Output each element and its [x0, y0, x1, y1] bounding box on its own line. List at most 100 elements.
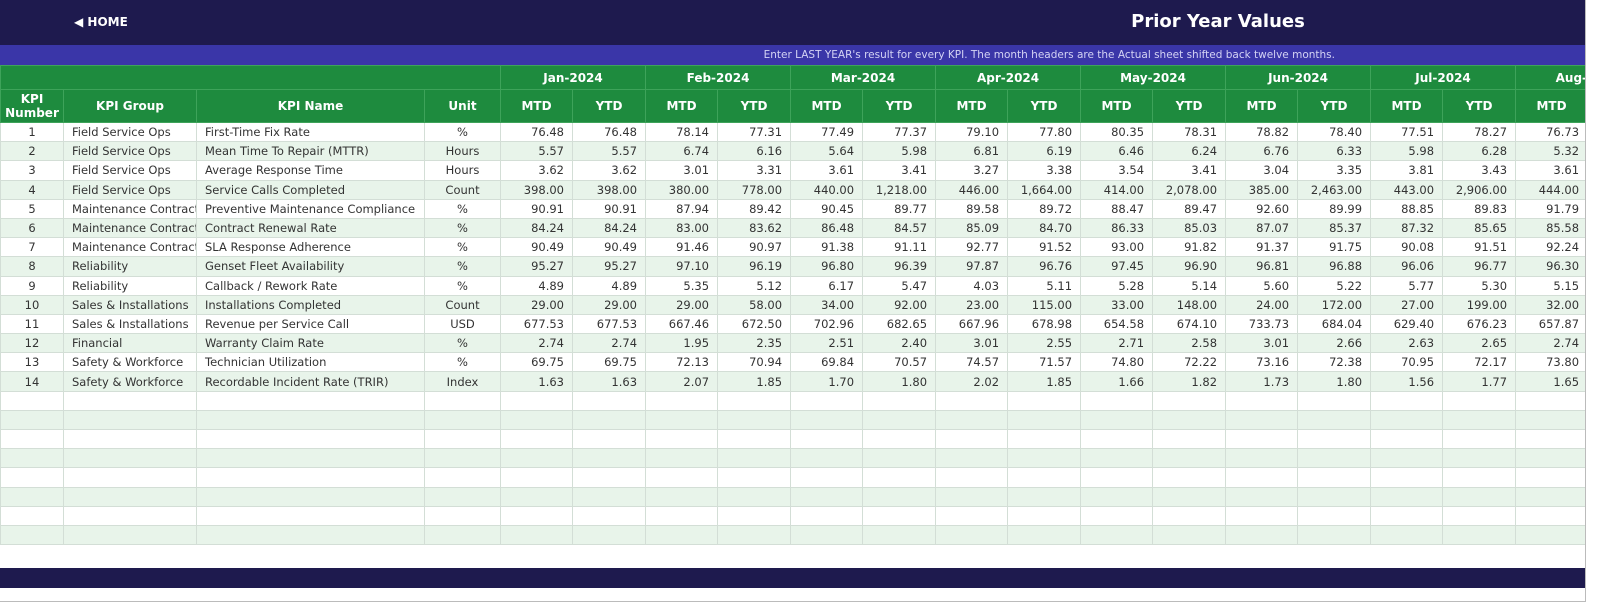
kpi-cell: First-Time Fix Rate: [196, 121, 425, 143]
empty-cell: [571, 486, 647, 507]
table-body: Jan-2024 Feb-2024 Mar-2024 Apr-2024 May-2024…: [0, 65, 1585, 545]
kpi-cell: 11: [0, 313, 64, 335]
value-cell: 77.37: [862, 121, 937, 143]
value-cell: 72.22: [1152, 352, 1227, 373]
value-cell: 71.57: [1007, 352, 1082, 373]
value-cell: 5.98: [1370, 141, 1444, 162]
empty-cell: [1442, 390, 1517, 411]
value-cell: 1.70: [790, 371, 864, 392]
empty-cell: [790, 486, 864, 507]
kpi-cell: Contract Renewal Rate: [196, 217, 425, 239]
empty-cell: [196, 409, 425, 431]
kpi-cell: Field Service Ops: [63, 121, 197, 143]
home-button[interactable]: ◀ HOME: [74, 15, 128, 29]
value-cell: 87.07: [1225, 217, 1299, 239]
column-header: KPI Number: [0, 89, 64, 123]
empty-cell: [500, 390, 573, 411]
empty-cell: [1370, 448, 1444, 469]
value-cell: 1.63: [571, 371, 647, 392]
value-cell: 90.91: [571, 198, 647, 219]
empty-cell: [1007, 524, 1082, 545]
value-cell: 89.83: [1442, 198, 1517, 219]
value-cell: 24.00: [1225, 294, 1299, 315]
empty-cell: [571, 448, 647, 469]
empty-cell: [63, 467, 197, 488]
top-bar: ◀ HOME Prior Year Values: [0, 0, 1585, 45]
empty-cell: [1152, 524, 1227, 545]
empty-cell: [717, 448, 792, 469]
empty-cell: [1297, 390, 1372, 411]
kpi-row: 4 Field Service Ops Service Calls Complete…: [0, 179, 1585, 200]
home-label[interactable]: HOME: [87, 15, 128, 29]
sub-header: MTD: [790, 89, 864, 123]
empty-cell: [1297, 524, 1372, 545]
empty-cell: [1370, 524, 1444, 545]
kpi-cell: Maintenance Contracts: [63, 198, 197, 219]
value-cell: 92.24: [1515, 237, 1585, 258]
kpi-cell: Safety & Workforce: [63, 371, 197, 392]
empty-cell: [1370, 409, 1444, 431]
kpi-cell: 2: [0, 141, 64, 162]
value-cell: 85.58: [1515, 217, 1585, 239]
value-cell: 148.00: [1152, 294, 1227, 315]
bottom-bar: [0, 568, 1585, 588]
empty-cell: [1080, 409, 1154, 431]
empty-cell: [1297, 448, 1372, 469]
empty-cell: [63, 505, 197, 526]
sub-header: YTD: [1007, 89, 1082, 123]
value-cell: 91.11: [862, 237, 937, 258]
value-cell: 440.00: [790, 179, 864, 200]
value-cell: 3.41: [1152, 160, 1227, 181]
kpi-cell: Technician Utilization: [196, 352, 425, 373]
value-cell: 96.90: [1152, 256, 1227, 277]
empty-cell: [1297, 486, 1372, 507]
value-cell: 73.16: [1225, 352, 1299, 373]
kpi-cell: USD: [424, 313, 501, 335]
empty-row: [0, 486, 1585, 507]
value-cell: 3.41: [862, 160, 937, 181]
value-cell: 83.00: [645, 217, 719, 239]
kpi-cell: %: [424, 256, 501, 277]
empty-cell: [63, 409, 197, 431]
empty-cell: [1515, 448, 1585, 469]
kpi-cell: Safety & Workforce: [63, 352, 197, 373]
value-cell: 5.77: [1370, 275, 1444, 296]
empty-cell: [1225, 486, 1299, 507]
kpi-row: 3 Field Service Ops Average Response Time H…: [0, 160, 1585, 181]
value-cell: 91.82: [1152, 237, 1227, 258]
value-cell: 96.19: [717, 256, 792, 277]
empty-cell: [424, 505, 501, 526]
value-cell: 72.38: [1297, 352, 1372, 373]
empty-cell: [645, 409, 719, 431]
value-cell: 667.46: [645, 313, 719, 335]
empty-cell: [1370, 486, 1444, 507]
empty-cell: [1152, 448, 1227, 469]
kpi-table: Jan-2024 Feb-2024 Mar-2024 Apr-2024 May-2024…: [0, 65, 1585, 545]
value-cell: 6.81: [935, 141, 1009, 162]
empty-cell: [1225, 428, 1299, 450]
value-cell: 6.28: [1442, 141, 1517, 162]
sub-header: YTD: [1442, 89, 1517, 123]
value-cell: 5.12: [717, 275, 792, 296]
value-cell: 90.49: [500, 237, 573, 258]
value-cell: 91.38: [790, 237, 864, 258]
value-cell: 3.61: [790, 160, 864, 181]
empty-cell: [935, 409, 1009, 431]
empty-cell: [935, 428, 1009, 450]
empty-cell: [862, 428, 937, 450]
empty-cell: [1225, 390, 1299, 411]
empty-cell: [63, 486, 197, 507]
value-cell: 70.94: [717, 352, 792, 373]
value-cell: 674.10: [1152, 313, 1227, 335]
value-cell: 2.58: [1152, 333, 1227, 354]
value-cell: 85.65: [1442, 217, 1517, 239]
value-cell: 6.46: [1080, 141, 1154, 162]
empty-cell: [0, 486, 64, 507]
value-cell: 78.82: [1225, 121, 1299, 143]
value-cell: 2.35: [717, 333, 792, 354]
empty-cell: [1297, 409, 1372, 431]
empty-cell: [63, 448, 197, 469]
kpi-cell: 12: [0, 333, 64, 354]
value-cell: 5.32: [1515, 141, 1585, 162]
